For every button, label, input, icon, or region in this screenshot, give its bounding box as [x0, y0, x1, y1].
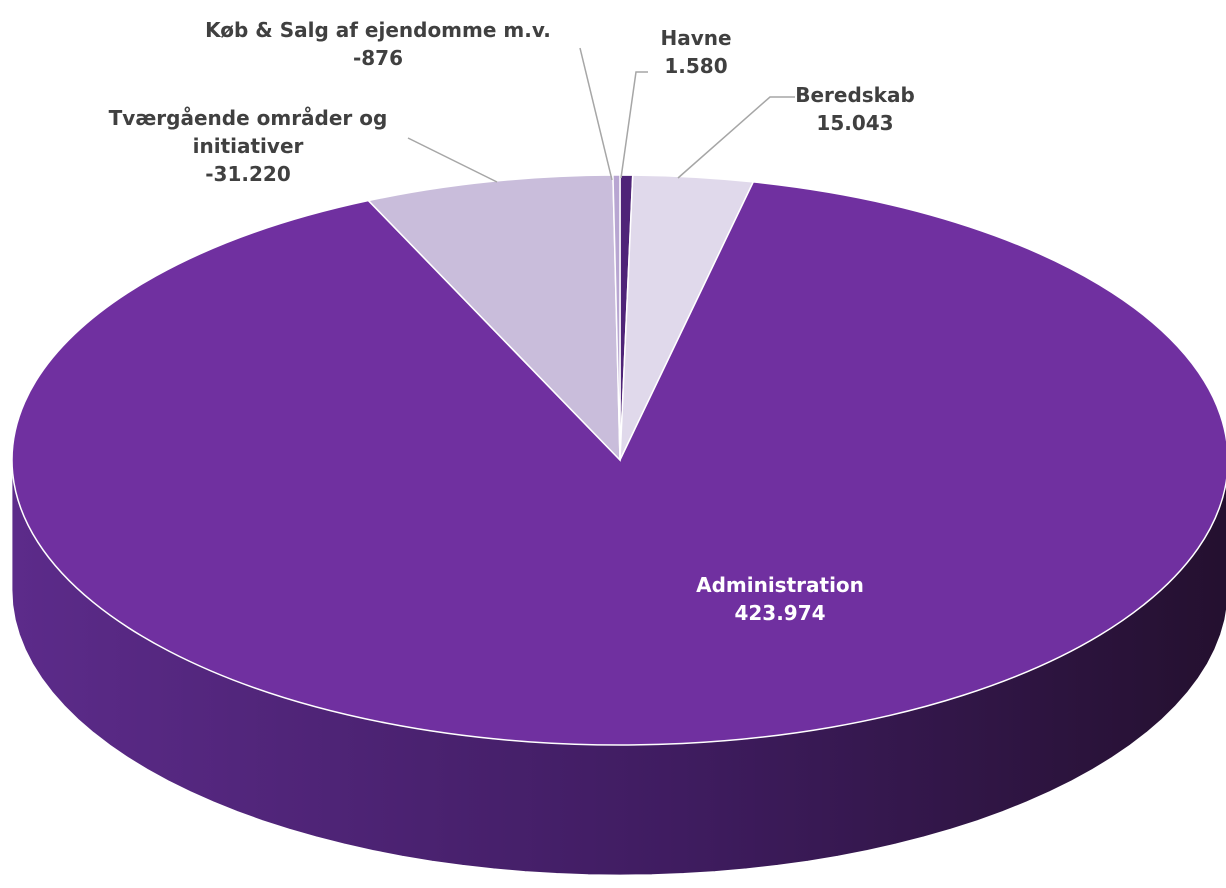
slice [366, 174, 621, 462]
leader-line [407, 137, 498, 183]
leader-line [620, 71, 648, 179]
slice-label: Tværgående områder og initiativer [108, 106, 388, 158]
value-label: 15.043 [816, 111, 894, 135]
leader-line [579, 47, 613, 181]
slice [612, 174, 621, 461]
slice-label: Beredskab [795, 83, 915, 107]
slice-label: Havne [660, 26, 732, 50]
slice-label: Køb & Salg af ejendomme m.v. [205, 18, 551, 42]
leader-line [677, 96, 795, 179]
value-label: 1.580 [664, 54, 728, 78]
value-label: 423.974 [734, 601, 826, 625]
slice-label: Administration [696, 573, 864, 597]
value-label: -876 [352, 46, 404, 70]
value-label: -31.220 [205, 162, 291, 186]
slice [11, 181, 1226, 746]
